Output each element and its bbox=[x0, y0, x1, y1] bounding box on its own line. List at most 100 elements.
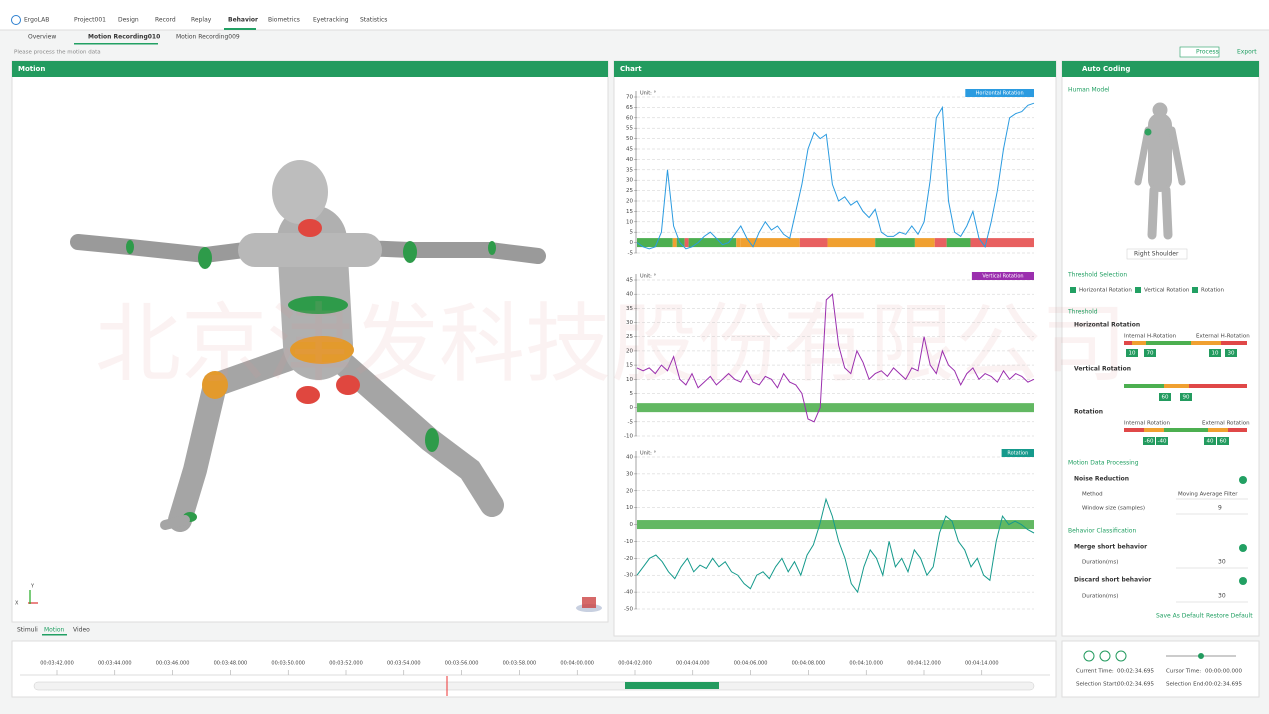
data-line bbox=[636, 102, 1035, 250]
auto-coding-header bbox=[1062, 61, 1259, 77]
time-tick-label: 00:04:00.000 bbox=[560, 661, 594, 667]
y-tick-label: 30 bbox=[626, 178, 633, 184]
label: Human Model bbox=[1068, 87, 1110, 94]
nav-item[interactable]: Project001 bbox=[74, 17, 106, 24]
nav-item[interactable]: Behavior bbox=[228, 17, 258, 24]
y-tick-label: -40 bbox=[624, 590, 633, 596]
joint-select[interactable] bbox=[1126, 248, 1188, 260]
unit-label: Unit: ° bbox=[640, 91, 656, 97]
behavior-strip bbox=[875, 238, 915, 248]
label: Discard short behavior bbox=[1074, 577, 1151, 584]
chart-panel bbox=[613, 60, 1057, 637]
label: Window size (samples) bbox=[1082, 506, 1145, 512]
label: Motion bbox=[44, 627, 65, 634]
time-tick-label: 00:03:52.000 bbox=[329, 661, 363, 667]
nav-item[interactable]: Replay bbox=[191, 17, 212, 24]
label: Threshold Selection bbox=[1067, 272, 1127, 279]
label[interactable]: Save As Default bbox=[1156, 613, 1204, 620]
time-tick-label: 00:04:04.000 bbox=[676, 661, 710, 667]
badge-value: 90 bbox=[1183, 395, 1190, 401]
nav-item[interactable]: Eyetracking bbox=[313, 17, 349, 24]
checkbox[interactable] bbox=[1070, 287, 1076, 293]
badge bbox=[1217, 437, 1229, 445]
selection[interactable] bbox=[625, 682, 719, 689]
y-tick-label: 45 bbox=[626, 278, 633, 284]
y-tick-label: 30 bbox=[626, 320, 633, 326]
behavior-strip bbox=[637, 403, 1034, 413]
process-button[interactable] bbox=[1179, 46, 1220, 58]
label: 9 bbox=[1218, 505, 1222, 512]
checkbox[interactable] bbox=[1135, 287, 1141, 293]
threshold-bar bbox=[1221, 341, 1247, 345]
human-figure bbox=[70, 160, 546, 532]
tab-underline bbox=[74, 43, 158, 45]
motion-header bbox=[12, 61, 608, 77]
slider-thumb[interactable] bbox=[1198, 653, 1204, 659]
time-tick-label: 00:04:12.000 bbox=[907, 661, 941, 667]
label: Please process the motion data bbox=[14, 50, 101, 56]
y-tick-label: 25 bbox=[626, 334, 633, 340]
time-tick-label: 00:03:44.000 bbox=[98, 661, 132, 667]
y-tick-label: -30 bbox=[624, 573, 633, 579]
y-tick-label: 20 bbox=[626, 348, 633, 354]
nav-item[interactable]: Statistics bbox=[360, 17, 387, 24]
label: 00:02:34.695 bbox=[1205, 682, 1242, 688]
threshold-bar bbox=[1164, 428, 1208, 432]
nav-item[interactable]: Record bbox=[155, 17, 176, 24]
toggle[interactable] bbox=[1239, 544, 1247, 552]
data-line bbox=[636, 497, 1035, 594]
threshold-bar bbox=[1144, 428, 1164, 432]
label: Horizontal Rotation bbox=[1074, 322, 1140, 329]
label: Export bbox=[1237, 49, 1257, 56]
playback-panel bbox=[1061, 640, 1260, 698]
badge-value: 60 bbox=[1162, 395, 1169, 401]
y-tick-label: 10 bbox=[626, 377, 633, 383]
top-bar bbox=[0, 0, 1269, 30]
badge bbox=[1156, 437, 1168, 445]
y-tick-label: -5 bbox=[628, 251, 634, 257]
label: Selection Start: bbox=[1076, 682, 1119, 688]
label: Rotation bbox=[1201, 288, 1225, 294]
checkbox[interactable] bbox=[1192, 287, 1198, 293]
label: Selection End: bbox=[1166, 682, 1206, 688]
time-tick-label: 00:03:50.000 bbox=[271, 661, 305, 667]
behavior-strip bbox=[970, 238, 1034, 248]
y-tick-label: 35 bbox=[626, 306, 633, 312]
data-line bbox=[636, 293, 1035, 423]
badge bbox=[1144, 349, 1156, 357]
toggle[interactable] bbox=[1239, 577, 1247, 585]
y-tick-label: 0 bbox=[630, 522, 634, 528]
y-tick-label: 40 bbox=[626, 292, 633, 298]
toggle[interactable] bbox=[1239, 476, 1247, 484]
y-tick-label: 5 bbox=[630, 391, 634, 397]
scroll-track[interactable] bbox=[33, 681, 1035, 691]
y-tick-label: 5 bbox=[630, 230, 634, 236]
label: Process bbox=[1196, 49, 1219, 56]
y-tick-label: 45 bbox=[626, 147, 633, 153]
y-tick-label: 60 bbox=[626, 115, 633, 121]
behavior-strip bbox=[684, 238, 689, 248]
tab[interactable]: Overview bbox=[28, 34, 56, 41]
badge-value: -60 bbox=[1145, 439, 1154, 445]
behavior-strip bbox=[946, 238, 971, 248]
next-button[interactable] bbox=[1115, 650, 1127, 662]
behavior-strip bbox=[914, 238, 935, 248]
play-button[interactable] bbox=[1099, 650, 1111, 662]
y-tick-label: 40 bbox=[626, 455, 633, 461]
y-tick-label: 50 bbox=[626, 136, 633, 142]
badge bbox=[1159, 393, 1171, 401]
nav-item[interactable]: Biometrics bbox=[268, 17, 300, 24]
tab[interactable]: Motion Recording009 bbox=[176, 34, 240, 41]
nav-item[interactable]: Design bbox=[118, 17, 139, 24]
label[interactable]: Restore Default bbox=[1206, 613, 1253, 620]
legend-box bbox=[1001, 449, 1034, 457]
tab[interactable]: Motion Recording010 bbox=[88, 34, 160, 41]
y-tick-label: 30 bbox=[626, 471, 633, 477]
behavior-strip bbox=[688, 238, 737, 248]
y-tick-label: 40 bbox=[626, 157, 633, 163]
behavior-strip bbox=[827, 238, 876, 248]
prev-button[interactable] bbox=[1083, 650, 1095, 662]
time-tick-label: 00:03:56.000 bbox=[445, 661, 479, 667]
label: Auto Coding bbox=[1082, 65, 1130, 73]
